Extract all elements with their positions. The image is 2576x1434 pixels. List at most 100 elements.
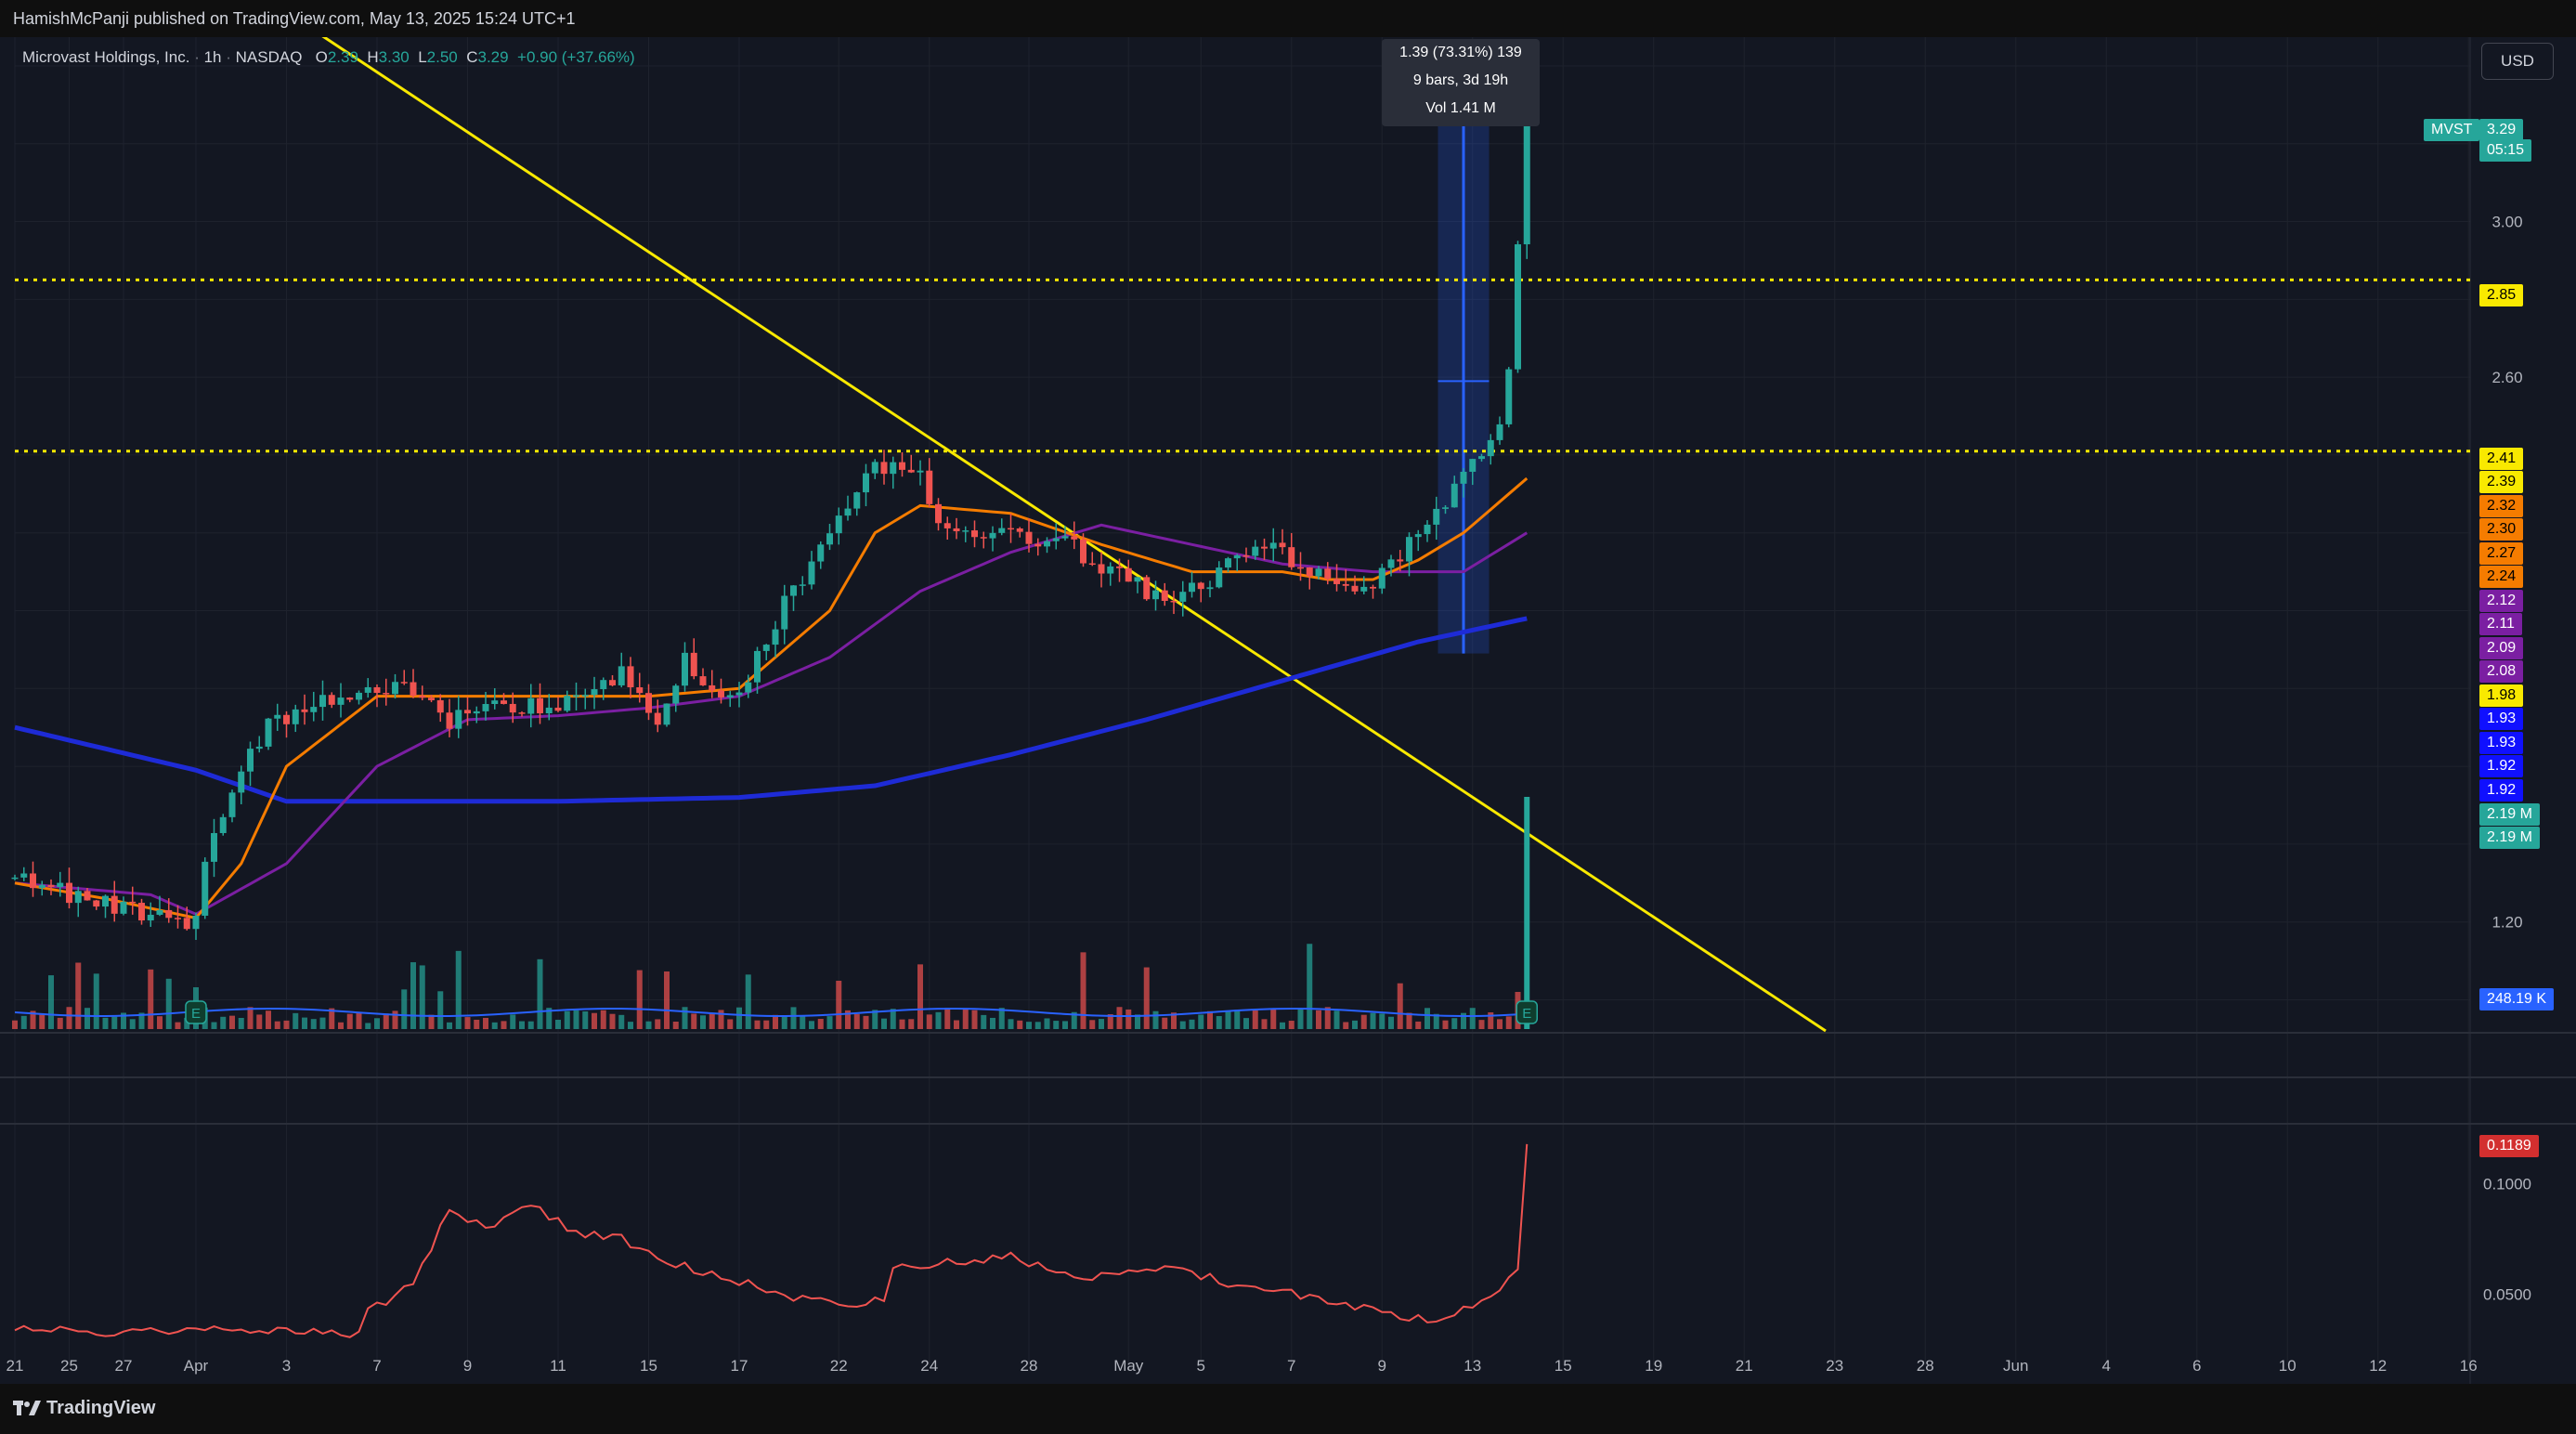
volume-bar — [437, 991, 444, 1029]
candle-body — [473, 710, 480, 714]
candle-body — [1225, 558, 1231, 568]
volume-bar — [1026, 1022, 1032, 1029]
symbol-name: Microvast Holdings, Inc. — [22, 48, 190, 66]
candle-body — [1496, 424, 1503, 440]
countdown-tag: 05:15 — [2479, 139, 2532, 162]
candle-body — [509, 703, 516, 713]
x-tick-label: 15 — [640, 1357, 657, 1375]
horizontal-levels — [15, 278, 2470, 453]
volume-bar — [1461, 1012, 1466, 1029]
volume-bar — [800, 1016, 806, 1029]
candle-body — [491, 700, 499, 705]
candle-body — [663, 703, 670, 725]
descending-trendline — [321, 37, 1827, 1033]
volume-bar — [773, 1014, 778, 1029]
volume-bar — [111, 1016, 118, 1029]
volume-bar — [1216, 1016, 1222, 1029]
candle-body — [1061, 536, 1069, 539]
candle-body — [1406, 537, 1412, 562]
volume-bar — [592, 1012, 597, 1029]
candle-body — [863, 473, 869, 493]
volume-bar — [1469, 1008, 1476, 1029]
candle-body — [899, 462, 905, 470]
volume-bar — [12, 1020, 18, 1029]
volume-bar — [85, 1008, 90, 1029]
volume-bar — [1415, 1021, 1422, 1029]
candle-body — [627, 666, 634, 688]
volume-bar — [1270, 1009, 1277, 1029]
candle-body — [682, 652, 688, 686]
candle-body — [1170, 600, 1177, 603]
volume-bar — [899, 1019, 905, 1029]
volume-bar — [447, 1022, 452, 1029]
volume-bar — [990, 1017, 995, 1029]
volume-bar — [66, 1007, 72, 1029]
volume-bar — [1099, 1019, 1104, 1029]
volume-bar — [1497, 1019, 1503, 1029]
candle-body — [238, 771, 245, 793]
x-tick-label: 5 — [1197, 1357, 1205, 1375]
volume-bar — [1524, 797, 1530, 1029]
chart-background — [0, 37, 2576, 1384]
candle-body — [400, 682, 408, 684]
earnings-label: E — [1522, 1006, 1531, 1022]
volume-bar — [356, 1012, 362, 1029]
high-label: H — [367, 48, 379, 66]
volume-bar — [1406, 1012, 1412, 1029]
x-tick-label: 7 — [1287, 1357, 1295, 1375]
x-tick-label: 28 — [1021, 1357, 1038, 1375]
volume-bar — [1433, 1013, 1439, 1029]
volume-bar — [1288, 1021, 1295, 1029]
volume-bar — [1379, 1013, 1386, 1029]
candle-body — [175, 918, 181, 919]
volume-bar — [1324, 1007, 1331, 1029]
volume-bar — [754, 1020, 761, 1029]
tradingview-logo-icon — [13, 1400, 41, 1415]
top-bar: HamishMcPanji published on TradingView.c… — [0, 0, 2576, 37]
volume-bar — [266, 1010, 271, 1029]
candle-body — [211, 832, 217, 862]
x-tick-label: 22 — [830, 1357, 848, 1375]
candle-body — [11, 877, 19, 880]
symbol-legend: Microvast Holdings, Inc. · 1h · NASDAQ O… — [22, 48, 635, 66]
x-tick-label: Apr — [184, 1357, 209, 1375]
candle-body — [292, 709, 299, 724]
candle-body — [93, 900, 100, 907]
currency-button[interactable]: USD — [2481, 43, 2554, 80]
y-tick-label: 0.1000 — [2483, 1176, 2531, 1193]
volume-bar — [1171, 1012, 1177, 1029]
chart-canvas[interactable]: 3.403.203.002.802.601.201.00000.10000.05… — [0, 37, 2576, 1384]
candle-body — [102, 895, 109, 907]
candle-body — [1216, 567, 1223, 588]
candle-body — [754, 650, 761, 683]
candle-body — [1487, 439, 1494, 457]
open-label: O — [315, 48, 328, 66]
candle-body — [518, 712, 526, 714]
ema-tag: 1.92 — [2479, 755, 2524, 777]
measure-change: 1.39 (73.31%) 139 — [1399, 45, 1522, 60]
candle-body — [1469, 459, 1477, 472]
volume-bar — [745, 974, 751, 1029]
candle-body — [1016, 528, 1023, 532]
candle-body — [247, 749, 254, 772]
volume-bar — [175, 1022, 181, 1029]
volume-bar — [374, 1018, 380, 1029]
volume-bar — [1451, 1018, 1458, 1029]
ema-tag: 1.92 — [2479, 779, 2524, 802]
x-tick-label: 3 — [282, 1357, 291, 1375]
volume-bar — [718, 1010, 724, 1029]
ema-tag: 2.11 — [2479, 613, 2522, 635]
candle-body — [373, 686, 381, 694]
x-tick-label: 28 — [1917, 1357, 1934, 1375]
candle-body — [482, 704, 489, 711]
candle-body — [835, 515, 842, 534]
candle-body — [573, 695, 579, 697]
candle-body — [1370, 586, 1376, 589]
volume-bar — [419, 965, 425, 1029]
candle-body — [591, 689, 598, 696]
candle-body — [971, 530, 978, 538]
tradingview-brand[interactable]: TradingView — [13, 1398, 155, 1419]
candle-body — [1189, 582, 1195, 593]
volume-bar — [474, 1019, 480, 1029]
